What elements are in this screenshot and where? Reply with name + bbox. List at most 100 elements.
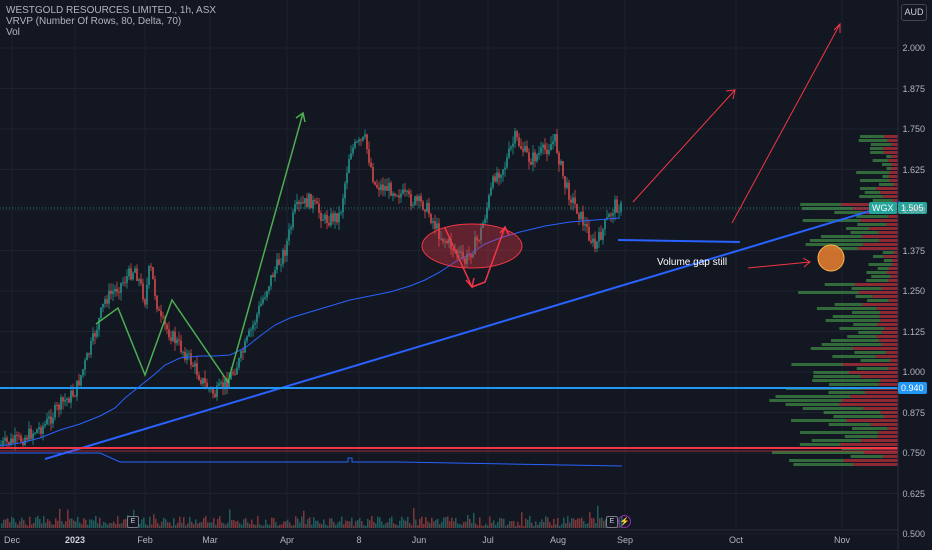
volume-bar [221, 522, 223, 528]
projection-arrow-2[interactable] [731, 23, 841, 224]
dividend-bolt-icon[interactable]: ⚡ [618, 515, 631, 528]
currency-button[interactable]: AUD [901, 4, 927, 21]
volume-bar [303, 510, 305, 528]
volume-profile-row-up [846, 227, 870, 230]
support-trendline[interactable] [44, 201, 901, 460]
candle-body [32, 433, 34, 439]
volume-profile-row-down [881, 331, 898, 334]
volume-profile-row-up [825, 319, 881, 322]
candle-body [394, 193, 396, 196]
candle-body [492, 176, 494, 188]
volume-indicator-label[interactable]: Vol [6, 27, 20, 38]
volume-profile-row-down [893, 183, 898, 186]
symbol-title[interactable]: WESTGOLD RESOURCES LIMITED., 1h, ASX [6, 5, 217, 16]
candle-body [612, 213, 614, 216]
price-tick-label: 1.750 [902, 124, 925, 134]
volume-bar [323, 519, 325, 528]
chart-legend[interactable]: WESTGOLD RESOURCES LIMITED., 1h, ASX VRV… [6, 5, 216, 38]
volume-bar [251, 519, 253, 528]
gap-line[interactable] [617, 239, 741, 243]
volume-profile-row-down [876, 307, 898, 310]
volume-bar [437, 518, 439, 528]
volume-profile-row-up [870, 151, 884, 154]
volume-profile-row-up [871, 275, 891, 278]
volume-profile-row-up [802, 407, 864, 410]
volume-profile-row-up [881, 163, 892, 166]
candle-body [278, 259, 280, 265]
earnings-event-icon[interactable]: E [127, 516, 139, 528]
candle-body [274, 269, 276, 278]
volume-profile-row-up [867, 299, 889, 302]
volume-profile-row-up [820, 235, 863, 238]
candle-body [244, 340, 246, 353]
time-tick-label: Jun [411, 535, 427, 545]
candle-body [338, 212, 340, 223]
volume-bar [587, 523, 589, 528]
annotation-text[interactable]: Volume gap still [657, 257, 728, 268]
volume-bar [91, 519, 93, 528]
volume-bar [407, 516, 409, 528]
volume-bar [531, 522, 533, 528]
volume-bar [53, 524, 55, 528]
volume-bar [403, 519, 405, 528]
candle-body [122, 282, 124, 284]
volume-bar [411, 525, 413, 528]
volume-bar [33, 522, 35, 528]
volume-bar [497, 522, 499, 528]
candle-body [290, 227, 292, 230]
volume-bar [101, 525, 103, 528]
volume-bar [223, 523, 225, 528]
volume-profile-row-down [850, 395, 898, 398]
volume-profile-row-down [865, 391, 898, 394]
volume-bar [59, 508, 61, 528]
volume-profile-row-down [891, 163, 898, 166]
volume-bar [121, 523, 123, 528]
volume-profile-row-up [856, 171, 890, 174]
volume-bar [3, 519, 5, 528]
volume-profile-row-up [828, 423, 871, 426]
pointer-arrow[interactable] [747, 261, 811, 269]
volume-profile-row-up [872, 255, 884, 258]
volume-bar [103, 521, 105, 528]
candle-body [236, 367, 238, 375]
candle-body [196, 363, 198, 376]
vrvp-indicator-label[interactable]: VRVP (Number Of Rows, 80, Delta, 70) [6, 16, 182, 27]
volume-bar [417, 525, 419, 528]
candle-body [142, 283, 144, 300]
candle-body [328, 222, 330, 226]
green-zigzag[interactable] [95, 112, 304, 384]
candle-body [520, 146, 522, 149]
highlight-ellipse[interactable] [421, 223, 523, 269]
volume-profile-row-down [846, 419, 898, 422]
volume-bar [445, 517, 447, 528]
earnings-event-icon[interactable]: E [606, 516, 618, 528]
volume-bar [111, 523, 113, 528]
candle-body [34, 433, 36, 435]
target-circle[interactable] [817, 244, 845, 272]
red-zigzag[interactable] [444, 226, 506, 288]
volume-bar [7, 518, 9, 528]
candle-body [320, 212, 322, 221]
candle-body [20, 435, 22, 442]
projection-arrow-1[interactable] [632, 89, 736, 203]
volume-bar [513, 520, 515, 528]
candle-body [414, 196, 416, 205]
volume-bar [71, 518, 73, 528]
volume-profile-row-down [857, 247, 898, 250]
volume-profile-row-down [888, 267, 898, 270]
volume-profile-row-down [881, 343, 898, 346]
volume-profile-row-down [877, 435, 898, 438]
candle-body [424, 209, 426, 212]
volume-bar [297, 518, 299, 528]
candle-body [10, 438, 12, 445]
volume-profile-row-down [880, 191, 898, 194]
candle-body [552, 141, 554, 145]
volume-profile-row-up [791, 363, 843, 366]
candle-body [590, 240, 592, 243]
volume-bar [321, 524, 323, 528]
volume-bar [37, 515, 39, 528]
volume-bar [545, 516, 547, 528]
volume-bar [317, 520, 319, 528]
candle-body [194, 363, 196, 367]
